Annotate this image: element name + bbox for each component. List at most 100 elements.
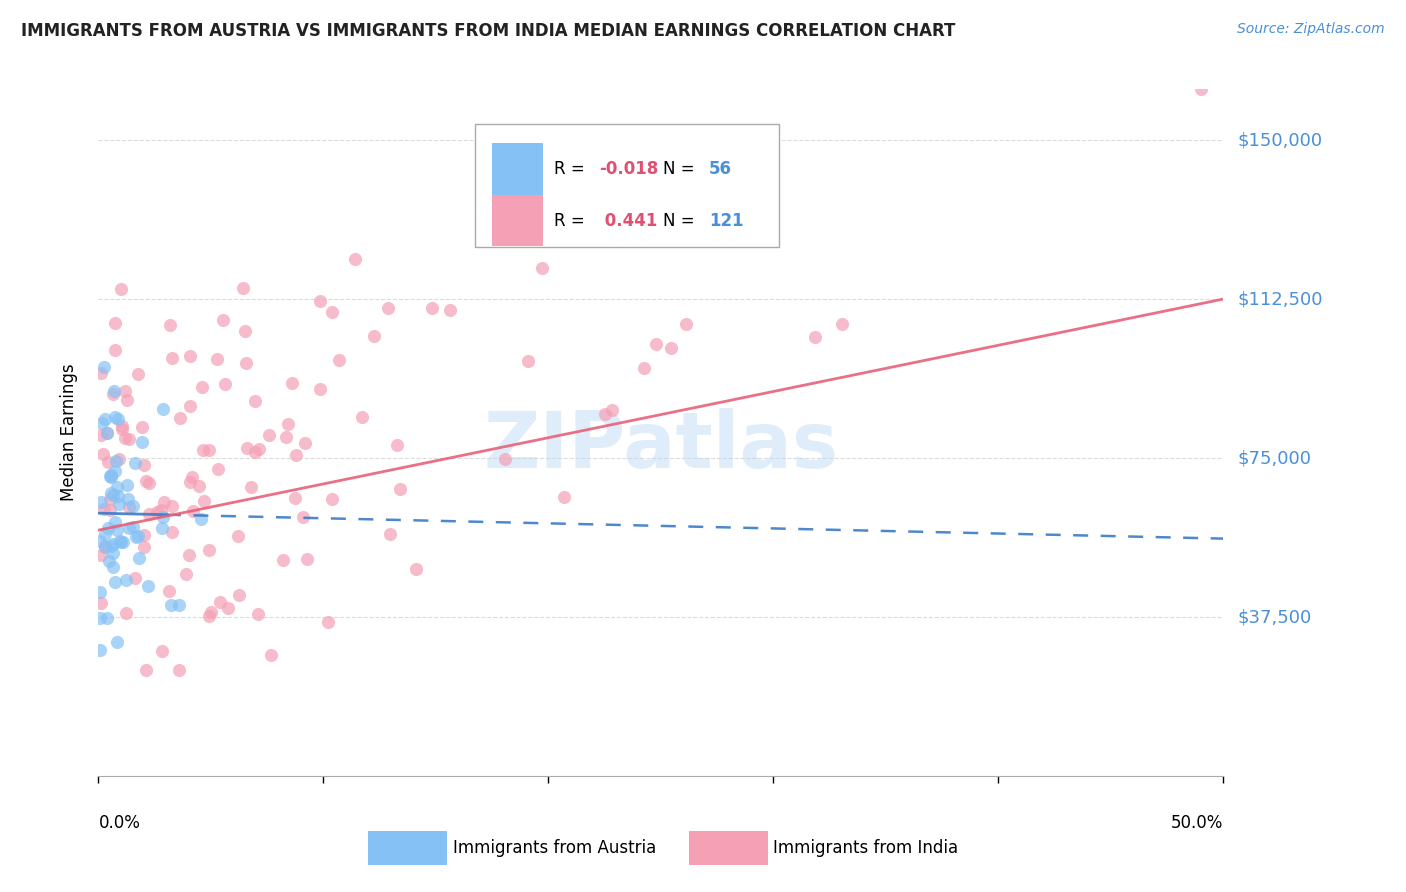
Point	[240, 481, 263, 495]
Point	[233, 324, 256, 338]
Point	[243, 394, 266, 409]
Point	[98, 503, 121, 517]
Point	[385, 438, 408, 452]
Text: 0.441: 0.441	[599, 211, 658, 229]
Point	[553, 490, 575, 504]
Point	[284, 448, 307, 462]
Point	[104, 343, 127, 357]
Point	[274, 430, 297, 444]
Point	[169, 598, 191, 612]
Point	[117, 492, 139, 507]
Text: $75,000: $75,000	[1237, 449, 1312, 467]
Point	[598, 173, 620, 187]
Point	[100, 468, 122, 483]
Point	[145, 505, 167, 519]
Point	[115, 606, 138, 620]
Point	[90, 596, 112, 610]
Point	[247, 442, 270, 456]
Point	[162, 499, 184, 513]
Point	[103, 386, 125, 401]
Point	[212, 313, 235, 327]
Text: $112,500: $112,500	[1237, 290, 1323, 308]
Point	[273, 553, 295, 567]
Point	[160, 525, 183, 540]
Point	[108, 451, 131, 466]
Point	[260, 648, 283, 662]
Point	[118, 432, 141, 446]
Point	[103, 546, 125, 560]
Point	[198, 442, 221, 457]
Point	[94, 540, 117, 554]
Point	[97, 454, 120, 468]
FancyBboxPatch shape	[689, 831, 768, 865]
Point	[107, 489, 129, 503]
Point	[138, 476, 160, 491]
Text: Immigrants from India: Immigrants from India	[773, 839, 959, 857]
Text: $150,000: $150,000	[1237, 131, 1322, 149]
Point	[124, 457, 146, 471]
Point	[191, 443, 214, 458]
Point	[97, 554, 120, 568]
Point	[309, 293, 332, 308]
Text: N =: N =	[664, 160, 700, 178]
Point	[169, 411, 191, 425]
Point	[316, 615, 339, 629]
Text: 56: 56	[709, 160, 733, 178]
Point	[494, 452, 516, 467]
Point	[127, 529, 149, 543]
Text: N =: N =	[664, 211, 700, 229]
Point	[110, 535, 132, 549]
Point	[89, 584, 111, 599]
Point	[228, 529, 250, 543]
Text: 121: 121	[709, 211, 744, 229]
Point	[600, 402, 623, 417]
Point	[236, 441, 259, 455]
FancyBboxPatch shape	[492, 194, 543, 246]
Point	[112, 535, 135, 549]
Point	[247, 607, 270, 622]
Point	[91, 447, 114, 461]
Point	[190, 512, 212, 526]
Text: Source: ZipAtlas.com: Source: ZipAtlas.com	[1237, 22, 1385, 37]
Point	[179, 349, 201, 363]
Point	[207, 462, 229, 476]
Point	[675, 317, 697, 331]
Point	[104, 316, 127, 330]
Point	[91, 416, 114, 430]
Point	[257, 428, 280, 442]
Point	[150, 644, 173, 658]
Point	[187, 479, 209, 493]
Point	[243, 445, 266, 459]
Y-axis label: Median Earnings: Median Earnings	[59, 364, 77, 501]
Point	[593, 126, 616, 140]
Point	[235, 356, 257, 370]
Point	[124, 571, 146, 585]
Point	[350, 409, 373, 424]
Point	[89, 642, 111, 657]
Point	[593, 407, 616, 421]
Point	[197, 609, 219, 624]
Point	[105, 635, 128, 649]
Point	[136, 579, 159, 593]
Point	[110, 282, 132, 296]
Text: R =: R =	[554, 160, 591, 178]
Point	[103, 537, 125, 551]
Point	[157, 584, 180, 599]
Point	[97, 520, 120, 534]
Point	[179, 475, 201, 489]
Point	[509, 182, 531, 196]
Point	[98, 468, 121, 483]
Point	[96, 425, 118, 440]
Point	[98, 492, 121, 507]
Text: $37,500: $37,500	[1237, 608, 1312, 626]
FancyBboxPatch shape	[368, 831, 447, 865]
Point	[104, 515, 127, 529]
Point	[1189, 82, 1212, 96]
Point	[93, 540, 115, 554]
Point	[111, 422, 134, 436]
Point	[135, 663, 157, 677]
Point	[90, 366, 112, 380]
Point	[107, 412, 129, 426]
Point	[89, 611, 111, 625]
Point	[117, 477, 139, 491]
